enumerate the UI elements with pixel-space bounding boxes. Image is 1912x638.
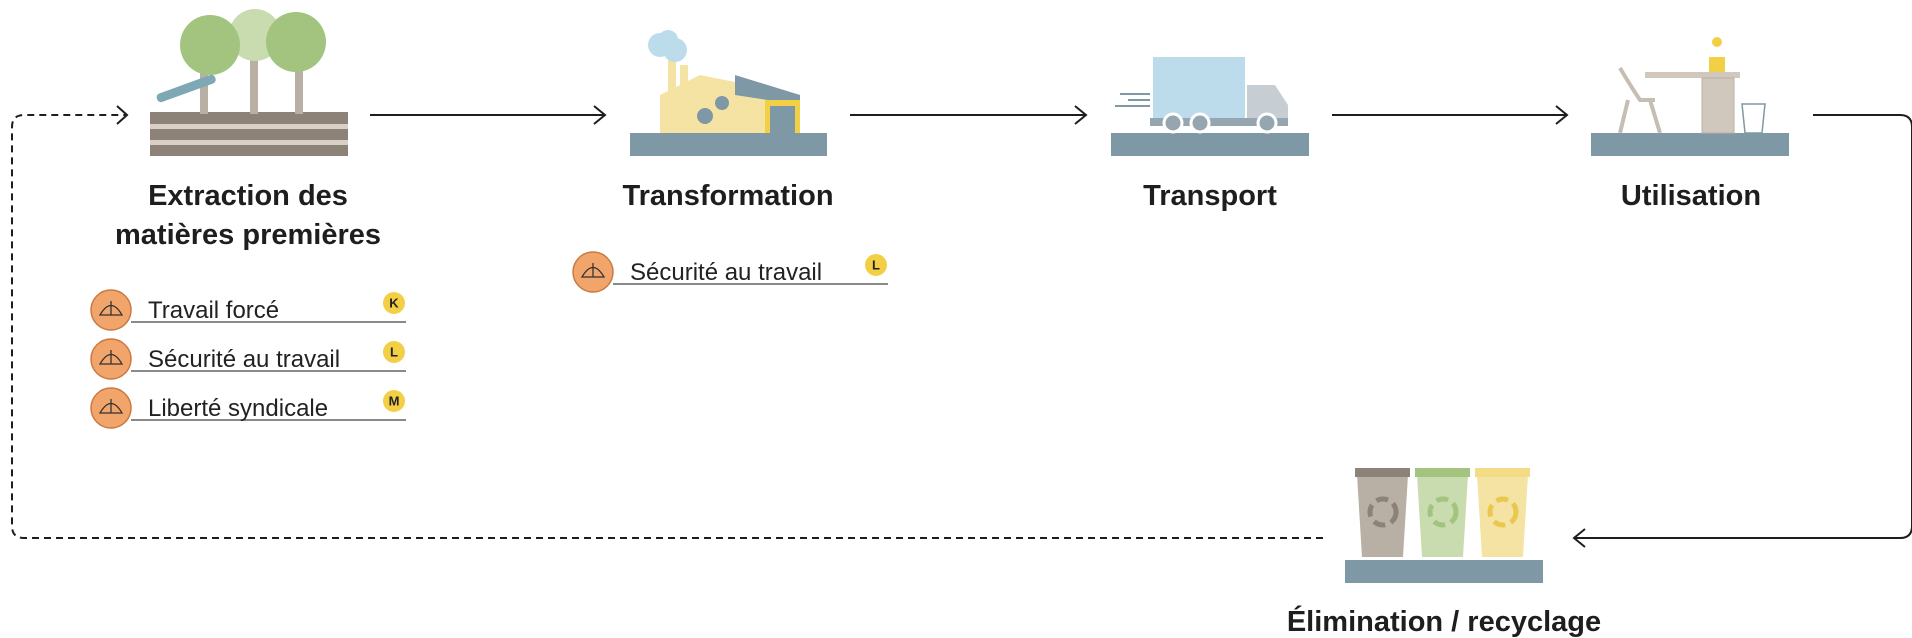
issue-label: Liberté syndicale <box>148 395 328 422</box>
issue-badge-letter: L <box>390 345 398 360</box>
stage-title: Utilisation <box>1621 180 1761 212</box>
stage-title: Extraction des <box>148 180 348 212</box>
issue-badge-letter: M <box>389 394 400 409</box>
lifecycle-diagram: Extraction des matières premières Travail … <box>0 0 1912 638</box>
factory-icon <box>630 30 827 156</box>
desk-icon <box>1591 37 1789 156</box>
stage-title: Élimination / recyclage <box>1287 604 1601 638</box>
issue-label: Travail forcé <box>148 297 279 324</box>
extraction-icon <box>150 9 348 156</box>
issue-label: Sécurité au travail <box>630 259 822 286</box>
stage-title: Transformation <box>622 180 833 212</box>
flow-arrows <box>12 106 1912 547</box>
stage-title: matières premières <box>115 219 381 251</box>
issue-badge-letter: K <box>389 296 399 311</box>
truck-icon <box>1111 57 1309 156</box>
issue-label: Sécurité au travail <box>148 346 340 373</box>
issue-badge-letter: L <box>872 258 880 273</box>
stage-title: Transport <box>1143 180 1277 212</box>
bins-icon <box>1345 468 1543 583</box>
